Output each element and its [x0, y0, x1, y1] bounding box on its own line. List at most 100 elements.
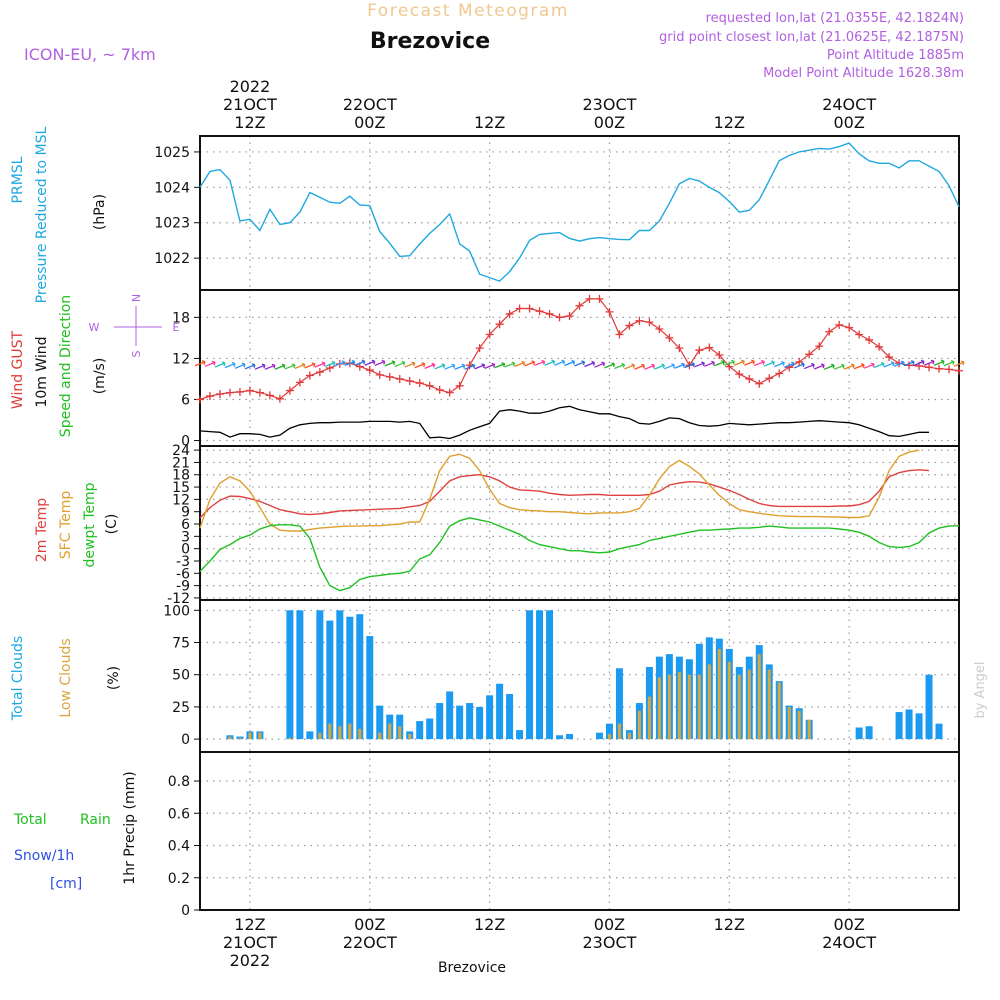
- gust-marker: [835, 320, 844, 329]
- gust-marker: [605, 307, 614, 316]
- wind-arrow: [833, 363, 845, 370]
- precip-panel: 0 0.2 0.4 0.6 0.8: [168, 751, 960, 919]
- wind-arrow: [694, 361, 705, 368]
- gust-label: Wind GUST: [10, 330, 26, 409]
- top-hour-label: 00Z: [594, 113, 625, 132]
- pressure-line: [199, 142, 960, 282]
- bottom-hour-label: 12Z: [234, 915, 265, 934]
- wind-arrow: [474, 363, 486, 370]
- wind10-line: [199, 405, 929, 440]
- gust-marker: [215, 390, 224, 398]
- gust-marker: [235, 387, 244, 396]
- y-tick-label: 25: [172, 700, 190, 716]
- gust-marker: [765, 374, 774, 383]
- gust-marker: [945, 365, 954, 374]
- total-cloud-bar: [466, 703, 474, 740]
- wind-arrow: [464, 363, 476, 370]
- y-tick-label: 24: [172, 443, 190, 459]
- snow-unit-label: [cm]: [50, 876, 82, 892]
- gust-marker: [385, 372, 394, 381]
- gust-marker: [825, 327, 834, 336]
- y-tick-label: -12: [167, 591, 190, 607]
- wind-arrow: [584, 360, 596, 368]
- gust-marker: [845, 323, 854, 332]
- wind-arrow: [354, 359, 366, 366]
- y-tick-label: 0.4: [168, 839, 190, 855]
- wind-arrow: [604, 362, 616, 369]
- bottom-hour-label: 00Z: [354, 915, 385, 934]
- total-cloud-bar: [426, 718, 434, 740]
- gust-marker: [745, 374, 754, 383]
- wind-arrow: [254, 363, 266, 370]
- total-cloud-bar: [895, 712, 903, 740]
- total-cloud-bar: [496, 683, 504, 740]
- wind-arrow: [334, 360, 346, 367]
- t2m-label: 2m Temp: [34, 498, 50, 562]
- snow-label: Snow/1h: [14, 848, 74, 864]
- sfc-temp-line: [199, 449, 920, 532]
- t2m-line: [199, 469, 930, 519]
- low-cloud-bar: [358, 728, 362, 740]
- gust-marker: [245, 386, 254, 395]
- y-tick-label: -6: [176, 566, 190, 582]
- wind-arrow: [953, 360, 965, 367]
- low-cloud-bar: [787, 706, 791, 740]
- total-cloud-bar: [346, 616, 354, 740]
- total-precip-label: Total: [13, 812, 47, 828]
- gust-marker: [375, 370, 384, 379]
- svg-text:W: W: [89, 321, 100, 334]
- top-day-label: 21OCT: [223, 95, 277, 114]
- y-tick-label: 15: [172, 480, 190, 496]
- wind-arrow: [214, 361, 226, 368]
- low-cloud-bar: [398, 726, 402, 740]
- y-tick-label: 0.8: [168, 774, 190, 790]
- top-hour-label: 12Z: [714, 113, 745, 132]
- wind-arrow: [244, 363, 256, 370]
- y-tick-label: 1022: [154, 251, 190, 267]
- wind-arrow: [634, 363, 646, 370]
- low-cloud-bar: [388, 723, 392, 740]
- y-tick-label: 0.6: [168, 806, 190, 822]
- gust-marker: [555, 313, 564, 322]
- wind-arrow: [744, 359, 755, 366]
- gust-marker: [525, 304, 534, 313]
- wind-arrow: [664, 363, 675, 370]
- wind-arrow: [544, 359, 556, 366]
- low-cloud-bar: [318, 732, 322, 740]
- credit-watermark: by Angel: [973, 661, 988, 718]
- wind-arrow: [803, 362, 815, 370]
- bottom-day-label: 23OCT: [583, 933, 637, 952]
- low-cloud-bar: [617, 723, 621, 740]
- clouds-unit-label: (%): [106, 666, 122, 690]
- wind-arrow: [783, 361, 795, 368]
- gust-marker: [285, 386, 294, 395]
- y-tick-label: 75: [172, 636, 190, 652]
- gust-marker: [615, 330, 624, 339]
- total-cloud-bar: [486, 695, 494, 740]
- wind-arrow: [264, 363, 276, 370]
- wind-arrow: [903, 360, 915, 367]
- gust-marker: [315, 368, 324, 377]
- wind-arrow: [684, 362, 695, 369]
- gust-marker: [715, 351, 724, 359]
- gust-marker: [295, 378, 304, 387]
- wind-arrow: [913, 359, 925, 366]
- gust-marker: [225, 388, 234, 397]
- gust-marker: [815, 342, 824, 351]
- gust-marker: [655, 325, 664, 333]
- low-cloud-bar: [228, 736, 232, 740]
- low-cloud-bar: [807, 719, 811, 740]
- wind-arrow: [234, 362, 246, 369]
- wind-arrow: [764, 360, 775, 367]
- total-cloud-bar: [905, 709, 913, 740]
- point-altitude: Point Altitude 1885m: [827, 48, 964, 63]
- wind-panel: 0 6 12 18: [172, 289, 965, 450]
- low-cloud-bar: [258, 732, 262, 740]
- total-cloud-bar: [286, 610, 294, 740]
- gust-marker: [625, 321, 634, 330]
- gust-marker: [355, 362, 364, 371]
- panel-frame: [199, 751, 960, 911]
- low-cloud-bar: [408, 733, 412, 740]
